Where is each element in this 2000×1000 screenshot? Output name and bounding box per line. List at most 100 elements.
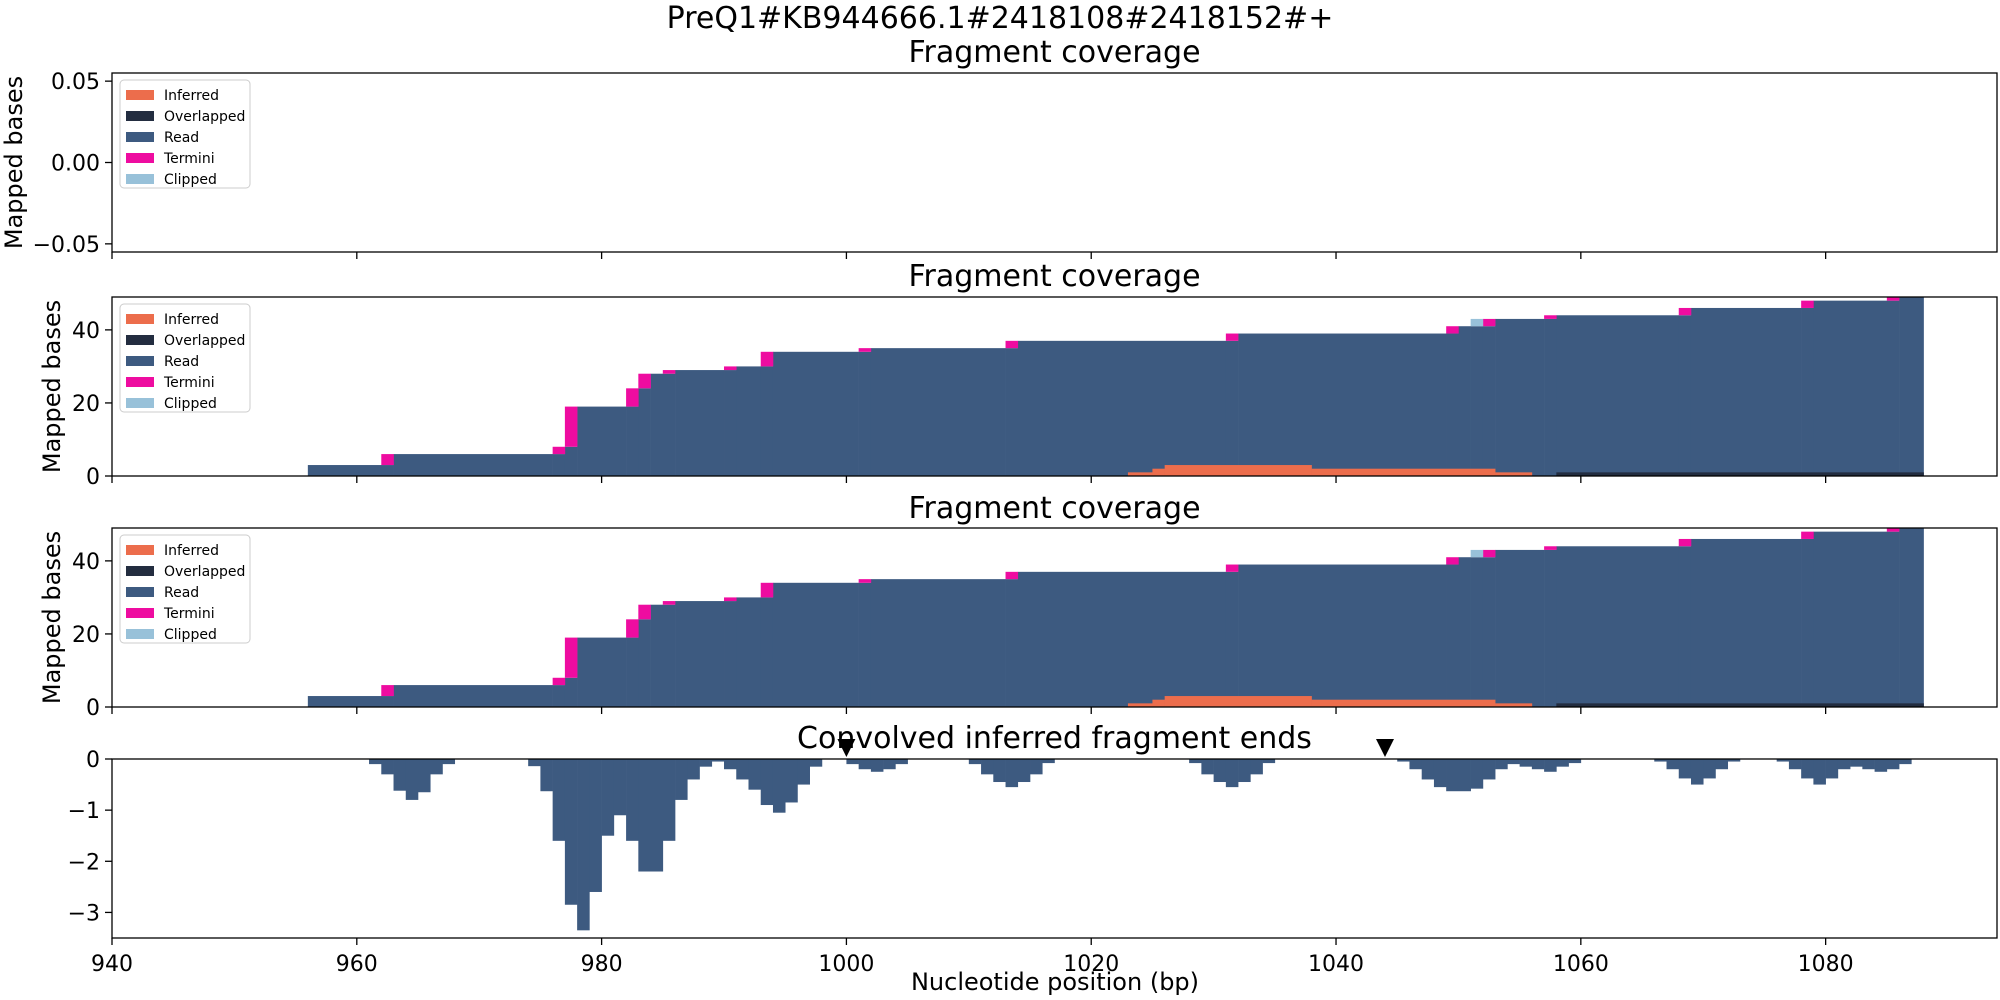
x-tick-label: 1020: [1063, 952, 1119, 977]
legend-label: Read: [164, 585, 199, 601]
read-bar: [1470, 326, 1484, 476]
x-tick-label: 1060: [1553, 952, 1609, 977]
end-signal-bar: [1544, 759, 1557, 772]
read-bar: [1886, 531, 1900, 707]
y-tick-label: −2: [68, 850, 100, 875]
end-signal-bar: [1678, 759, 1692, 779]
inferred-bar: [1311, 468, 1496, 476]
end-signal-bar: [1446, 759, 1471, 792]
read-bar: [1886, 300, 1900, 476]
read-bar: [1690, 538, 1802, 707]
termini-bar: [638, 604, 651, 620]
read-bar: [1482, 326, 1496, 476]
termini-bar: [1482, 549, 1496, 558]
end-signal-bar: [1654, 759, 1667, 762]
legend-label: Clipped: [164, 396, 217, 412]
read-bar: [1225, 571, 1239, 707]
termini-bar: [724, 597, 737, 602]
end-signal-bar: [1703, 759, 1716, 779]
x-axis-label: Nucleotide position (bp): [911, 968, 1199, 996]
end-signal-bar: [1470, 759, 1484, 789]
termini-bar: [626, 388, 639, 407]
end-signal-bar: [552, 759, 566, 841]
read-bar: [307, 465, 382, 476]
end-signal-bar: [577, 759, 590, 931]
termini-bar: [724, 366, 737, 371]
inferred-bar: [1311, 699, 1496, 707]
end-signal-bar: [1874, 759, 1888, 772]
termini-bar: [1544, 315, 1557, 319]
termini-bar: [1801, 531, 1814, 539]
legend-swatch: [126, 566, 154, 576]
legend-swatch: [126, 587, 154, 597]
read-bar: [1899, 297, 1924, 476]
overlapped-bar: [1556, 703, 1924, 707]
y-tick-label: 0.05: [51, 70, 100, 95]
end-signal-bar: [613, 759, 627, 816]
termini-bar: [1446, 557, 1459, 565]
end-signal-bar: [1813, 759, 1826, 785]
legend-swatch: [126, 356, 154, 366]
inferred-bar: [1495, 472, 1533, 476]
termini-bar: [858, 579, 872, 583]
end-signal-bar: [601, 759, 615, 836]
end-signal-bar: [1409, 759, 1423, 770]
read-bar: [552, 685, 566, 707]
read-bar: [724, 601, 737, 707]
read-bar: [1017, 571, 1227, 707]
y-tick-label: 0: [86, 696, 100, 721]
figure-suptitle: PreQ1#KB944666.1#2418108#2418152#+: [667, 1, 1334, 36]
termini-bar: [1678, 307, 1692, 316]
end-signal-bar: [1238, 759, 1251, 783]
legend-swatch: [126, 398, 154, 408]
read-bar: [1813, 531, 1888, 707]
y-tick-label: 0: [86, 748, 100, 773]
end-signal-bar: [540, 759, 553, 792]
read-bar: [736, 366, 762, 476]
read-bar: [393, 685, 553, 707]
inferred-bar: [1127, 703, 1153, 707]
end-signal-bar: [1531, 759, 1545, 770]
read-bar: [381, 465, 394, 476]
legend-label: Clipped: [164, 172, 217, 188]
end-signal-bar: [1189, 759, 1202, 764]
read-bar: [1458, 326, 1471, 476]
read-bar: [870, 579, 1006, 707]
plot-frame: [111, 527, 1998, 708]
end-signal-bar: [662, 759, 676, 841]
end-signal-bar: [748, 759, 762, 790]
end-signal-bar: [1017, 759, 1031, 783]
termini-bar: [1005, 340, 1019, 349]
legend-label: Read: [164, 354, 199, 370]
legend-label: Termini: [163, 151, 215, 167]
clipped-bar: [1470, 318, 1484, 327]
read-bar: [1801, 307, 1814, 476]
read-bar: [626, 637, 639, 707]
legend-label: Inferred: [164, 543, 219, 559]
plot-frame: [111, 72, 1998, 253]
read-bar: [1482, 557, 1496, 707]
termini-bar: [552, 677, 566, 686]
end-signal-bar: [687, 759, 700, 780]
end-signal-bar: [797, 759, 810, 785]
read-bar: [858, 582, 872, 707]
termini-bar: [381, 685, 394, 697]
termini-bar: [1801, 300, 1814, 308]
end-signal-bar: [1727, 759, 1741, 762]
read-bar: [760, 597, 774, 707]
end-signal-bar: [1262, 759, 1276, 764]
overlapped-bar: [1556, 472, 1924, 476]
peak-marker: [837, 739, 856, 757]
end-signal-bar: [1495, 759, 1508, 770]
legend-swatch: [126, 132, 154, 142]
legend-swatch: [126, 608, 154, 618]
end-signal-bar: [528, 759, 541, 767]
legend-swatch: [126, 335, 154, 345]
end-signal-bar: [638, 759, 664, 872]
clipped-bar: [1470, 549, 1484, 558]
legend-label: Inferred: [164, 312, 219, 328]
end-signal-bar: [736, 759, 749, 780]
